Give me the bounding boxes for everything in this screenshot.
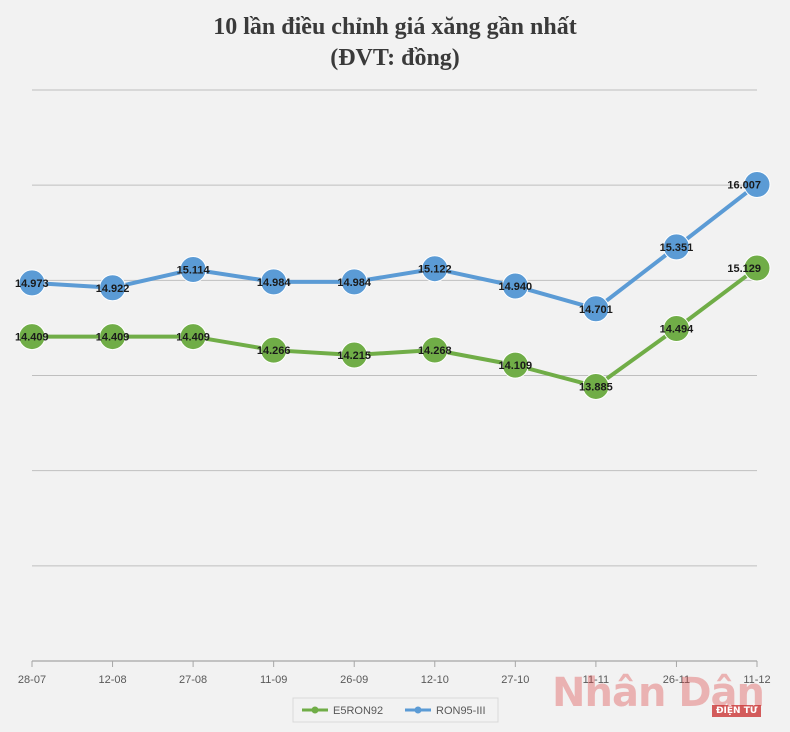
data-label: 14.409: [15, 332, 49, 344]
x-tick-label: 11-09: [260, 674, 287, 686]
series-lines: [18, 171, 771, 400]
data-label: 14.922: [96, 283, 130, 295]
x-tick-label: 28-07: [18, 674, 46, 686]
data-point: [340, 268, 368, 296]
data-point: [582, 372, 610, 400]
data-point: [18, 323, 46, 351]
data-point: [179, 323, 207, 351]
data-label: 15.129: [727, 263, 761, 275]
data-label: 14.215: [337, 350, 371, 362]
legend-marker: [414, 706, 422, 714]
x-tick-label: 11-12: [743, 674, 770, 686]
watermark-logo-sub: ĐIỆN TỬ: [712, 705, 762, 717]
series-line-ron95-iii: [31, 182, 759, 311]
legend-label: E5RON92: [333, 705, 383, 717]
data-label: 15.122: [418, 264, 452, 276]
chart-title-line1: 10 lần điều chỉnh giá xăng gần nhất: [213, 14, 577, 40]
data-point: [99, 323, 127, 351]
data-label: 13.885: [579, 381, 613, 393]
x-tick-label: 27-10: [501, 674, 529, 686]
data-point: [18, 269, 46, 297]
data-label: 14.268: [418, 345, 452, 357]
data-point: [340, 341, 368, 369]
data-label: 14.701: [579, 304, 613, 316]
data-label: 15.351: [660, 242, 694, 254]
chart-title: 10 lần điều chỉnh giá xăng gần nhất (ĐVT…: [0, 12, 790, 74]
data-label: 15.114: [177, 264, 211, 276]
data-label: 14.494: [660, 323, 695, 335]
data-label: 14.973: [15, 278, 49, 290]
data-point: [662, 233, 690, 261]
data-label: 14.409: [96, 332, 130, 344]
legend-marker: [311, 706, 319, 714]
x-axis: 28-07 12-08 27-08 11-09 26-09 12-10 27-10 11-11…: [18, 660, 771, 686]
series-line-e5ron92: [32, 266, 759, 389]
x-tick-label: 26-09: [340, 674, 368, 686]
x-tick-label: 12-08: [98, 674, 126, 686]
data-point: [501, 351, 529, 379]
legend: E5RON92 RON95-III: [292, 697, 499, 723]
data-point: [99, 274, 127, 302]
data-point: [662, 314, 690, 342]
data-point: [501, 272, 529, 300]
data-point: [179, 255, 207, 283]
x-tick-label: 12-10: [421, 674, 449, 686]
x-tick-label: 27-08: [179, 674, 207, 686]
data-point: [260, 268, 288, 296]
data-point: [421, 336, 449, 364]
data-point: [260, 336, 288, 364]
x-tick-label: 26-11: [663, 674, 690, 686]
x-tick-label: 11-11: [583, 674, 610, 686]
data-point: [421, 255, 449, 283]
data-label: 14.409: [176, 332, 210, 344]
data-label: 14.109: [499, 360, 533, 372]
data-label: 14.940: [499, 281, 533, 293]
legend-label: RON95-III: [436, 705, 486, 717]
gridlines: [32, 89, 757, 567]
data-label: 14.984: [337, 277, 372, 289]
legend-box: [292, 697, 499, 723]
data-point: [743, 254, 771, 282]
chart-subtitle: (ĐVT: đồng): [330, 45, 460, 71]
data-point: [582, 295, 610, 323]
data-label: 14.984: [257, 277, 292, 289]
data-label: 14.266: [257, 345, 291, 357]
data-point: [743, 171, 771, 199]
data-labels: 14.409 14.409 14.409 14.266 14.215 14.268 14.1…: [15, 180, 761, 394]
data-label: 16.007: [727, 180, 761, 192]
